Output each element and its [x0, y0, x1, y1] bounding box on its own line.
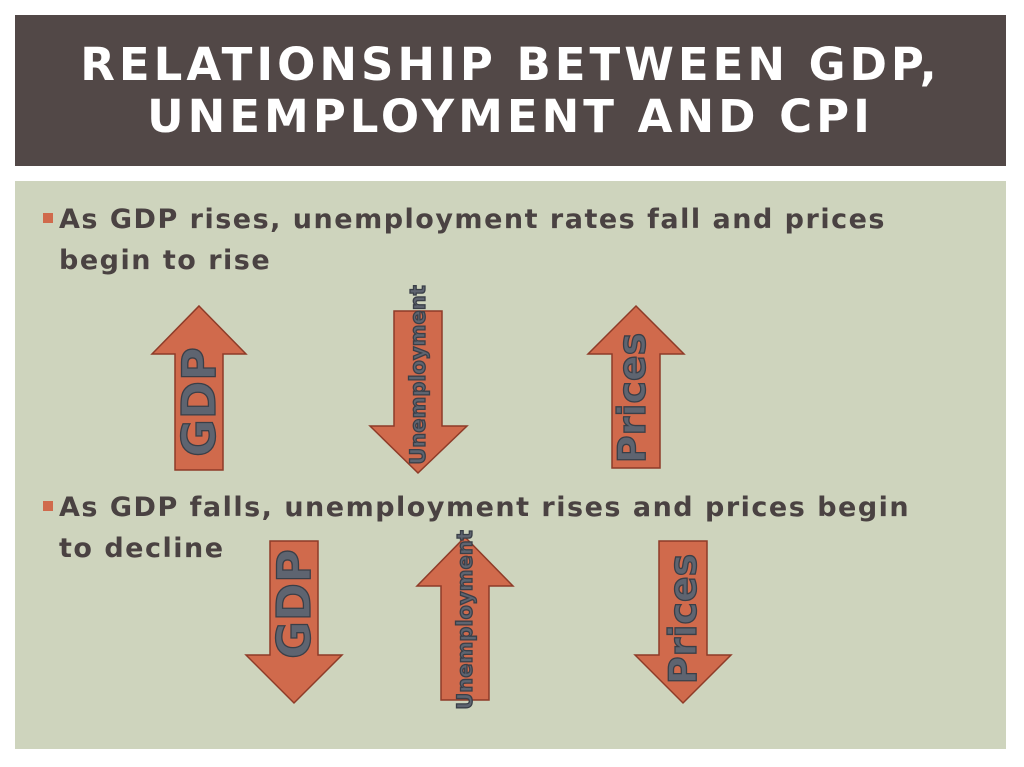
bullet-rise: As GDP rises, unemployment rates fall an… — [43, 199, 939, 281]
prices-down-arrow: Prices — [633, 540, 733, 705]
up-arrow-icon — [415, 535, 515, 701]
gdp-down-arrow: GDP — [244, 540, 344, 705]
unemployment-up-arrow: Unemployment — [415, 530, 515, 710]
gdp-up-label: GDP — [172, 347, 226, 457]
slide-title-line-2: UNEMPLOYMENT AND CPI — [147, 89, 874, 143]
up-arrow-icon — [586, 304, 686, 469]
content-area: As GDP rises, unemployment rates fall an… — [15, 181, 1006, 749]
bullet-marker-icon — [43, 213, 53, 223]
unemployment-down-label: Unemployment — [406, 285, 430, 465]
up-arrow-icon — [150, 304, 248, 471]
gdp-up-arrow: GDP — [150, 304, 248, 471]
prices-down-label: Prices — [661, 554, 705, 685]
down-arrow-icon — [368, 310, 469, 475]
down-arrow-icon — [244, 540, 344, 705]
prices-up-arrow: Prices — [586, 304, 686, 469]
down-arrow-icon — [633, 540, 733, 705]
bullet-marker-icon — [43, 501, 53, 511]
bullet-fall: As GDP falls, unemployment rises and pri… — [43, 487, 939, 569]
unemployment-down-arrow: Unemployment — [368, 285, 469, 475]
title-bar: RELATIONSHIP BETWEEN GDP, UNEMPLOYMENT A… — [15, 15, 1006, 166]
slide-title-line-1: RELATIONSHIP BETWEEN GDP, — [80, 37, 941, 91]
prices-up-label: Prices — [610, 333, 654, 464]
gdp-down-label: GDP — [267, 549, 321, 659]
bullet-fall-text: As GDP falls, unemployment rises and pri… — [59, 492, 911, 564]
bullet-rise-text: As GDP rises, unemployment rates fall an… — [59, 204, 886, 276]
unemployment-up-label: Unemployment — [453, 530, 477, 710]
